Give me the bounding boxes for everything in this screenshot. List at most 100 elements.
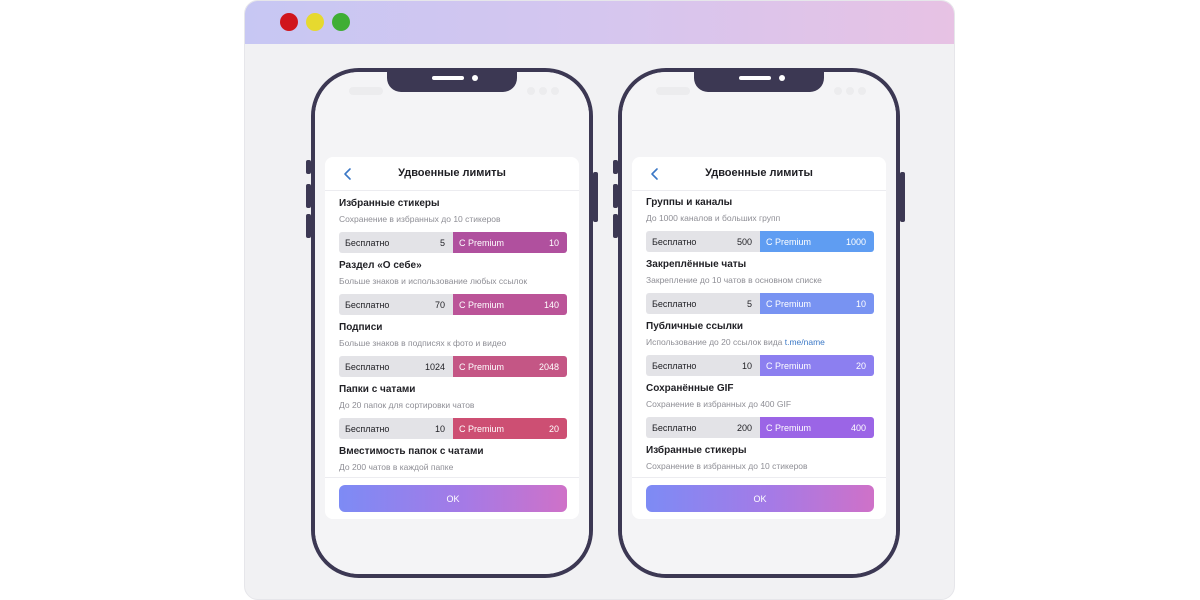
free-label: Бесплатно: [652, 360, 697, 371]
item-subtitle: Больше знаков в подписях к фото и видео: [339, 338, 507, 348]
minimize-window-icon[interactable]: [306, 13, 324, 31]
speaker-icon: [432, 76, 464, 80]
premium-limit: С Premium 10: [453, 232, 567, 253]
status-time-placeholder: [349, 87, 383, 95]
premium-value: 20: [855, 360, 866, 371]
premium-label: С Premium: [766, 422, 812, 433]
phone-side-button: [613, 184, 618, 208]
list-item: Подписи Больше знаков в подписях к фото …: [339, 322, 567, 377]
free-label: Бесплатно: [345, 299, 390, 310]
phone-side-button: [900, 172, 905, 222]
limit-comparison-bar: Бесплатно 70 С Premium 140: [339, 294, 567, 315]
list-item: Закреплённые чаты Закрепление до 10 чато…: [646, 259, 874, 314]
free-value: 1024: [424, 361, 445, 372]
free-value: 5: [439, 237, 445, 248]
ok-button[interactable]: OK: [646, 485, 874, 512]
sheet-title: Удвоенные лимиты: [705, 167, 813, 179]
premium-value: 10: [855, 298, 866, 309]
ok-button[interactable]: OK: [339, 485, 567, 512]
limit-comparison-bar: Бесплатно 1024 С Premium 2048: [339, 356, 567, 377]
back-arrow-icon[interactable]: [341, 167, 355, 181]
limit-comparison-bar: Бесплатно 10 С Premium 20: [646, 355, 874, 376]
item-title: Группы и каналы: [646, 197, 733, 208]
limits-list[interactable]: Группы и каналы До 1000 каналов и больши…: [632, 191, 886, 477]
item-title: Подписи: [339, 322, 383, 333]
phone-side-button: [613, 214, 618, 238]
browser-window: Удвоенные лимиты Избранные стикеры Сохра…: [244, 0, 955, 600]
premium-value: 140: [543, 299, 559, 310]
free-label: Бесплатно: [652, 236, 697, 247]
list-item: Раздел «О себе» Больше знаков и использо…: [339, 260, 567, 315]
premium-value: 1000: [845, 236, 866, 247]
item-title: Сохранённые GIF: [646, 383, 734, 394]
free-label: Бесплатно: [652, 422, 697, 433]
free-limit: Бесплатно 5: [339, 232, 453, 253]
free-limit: Бесплатно 5: [646, 293, 760, 314]
speaker-icon: [739, 76, 771, 80]
limits-list[interactable]: Избранные стикеры Сохранение в избранных…: [325, 191, 579, 477]
item-title: Вместимость папок с чатами: [339, 446, 484, 457]
item-subtitle: До 20 папок для сортировки чатов: [339, 400, 475, 410]
close-window-icon[interactable]: [280, 13, 298, 31]
phone-notch: [694, 68, 824, 92]
premium-label: С Premium: [766, 236, 812, 247]
premium-limit: С Premium 20: [760, 355, 874, 376]
premium-label: С Premium: [459, 423, 505, 434]
item-subtitle: До 200 чатов в каждой папке: [339, 462, 454, 472]
premium-limit: С Premium 400: [760, 417, 874, 438]
camera-icon: [779, 75, 785, 81]
status-icons: [527, 87, 559, 95]
free-limit: Бесплатно 70: [339, 294, 453, 315]
free-limit: Бесплатно 500: [646, 231, 760, 252]
free-value: 10: [434, 423, 445, 434]
item-title: Папки с чатами: [339, 384, 416, 395]
premium-label: С Premium: [459, 299, 505, 310]
sheet-footer: OK: [325, 477, 579, 519]
free-value: 200: [736, 422, 752, 433]
free-value: 500: [736, 236, 752, 247]
phone-side-button: [613, 160, 618, 174]
item-subtitle: Сохранение в избранных до 10 стикеров: [646, 461, 808, 471]
free-value: 10: [741, 360, 752, 371]
free-label: Бесплатно: [652, 298, 697, 309]
phone-side-button: [306, 184, 311, 208]
phone-side-button: [306, 160, 311, 174]
premium-limit: С Premium 20: [453, 418, 567, 439]
list-item: Избранные стикеры Сохранение в избранных…: [646, 445, 874, 477]
free-label: Бесплатно: [345, 237, 390, 248]
public-link[interactable]: t.me/name: [784, 337, 825, 347]
item-subtitle-text: Использование до 20 ссылок вида: [646, 337, 785, 347]
premium-label: С Premium: [459, 361, 505, 372]
status-time-placeholder: [656, 87, 690, 95]
item-title: Раздел «О себе»: [339, 260, 422, 271]
premium-limit: С Premium 140: [453, 294, 567, 315]
list-item: Публичные ссылки Использование до 20 ссы…: [646, 321, 874, 376]
premium-value: 20: [548, 423, 559, 434]
list-item: Избранные стикеры Сохранение в избранных…: [339, 198, 567, 253]
sheet-title: Удвоенные лимиты: [398, 167, 506, 179]
premium-value: 2048: [538, 361, 559, 372]
premium-limit: С Premium 2048: [453, 356, 567, 377]
item-subtitle: Сохранение в избранных до 10 стикеров: [339, 214, 501, 224]
phone-left: Удвоенные лимиты Избранные стикеры Сохра…: [306, 68, 598, 578]
camera-icon: [472, 75, 478, 81]
item-subtitle: Использование до 20 ссылок вида t.me/nam…: [646, 337, 874, 349]
list-item: Группы и каналы До 1000 каналов и больши…: [646, 197, 874, 252]
phone-side-button: [306, 214, 311, 238]
item-subtitle: Закрепление до 10 чатов в основном списк…: [646, 275, 822, 285]
phone-side-button: [593, 172, 598, 222]
limit-comparison-bar: Бесплатно 10 С Premium 20: [339, 418, 567, 439]
limit-comparison-bar: Бесплатно 5 С Premium 10: [339, 232, 567, 253]
free-limit: Бесплатно 200: [646, 417, 760, 438]
back-arrow-icon[interactable]: [648, 167, 662, 181]
sheet-header: Удвоенные лимиты: [325, 157, 579, 191]
item-subtitle: Больше знаков и использование любых ссыл…: [339, 276, 528, 286]
limit-comparison-bar: Бесплатно 500 С Premium 1000: [646, 231, 874, 252]
window-titlebar: [245, 1, 954, 44]
free-limit: Бесплатно 10: [339, 418, 453, 439]
maximize-window-icon[interactable]: [332, 13, 350, 31]
sheet-header: Удвоенные лимиты: [632, 157, 886, 191]
list-item: Вместимость папок с чатами До 200 чатов …: [339, 446, 567, 474]
free-label: Бесплатно: [345, 361, 390, 372]
item-title: Избранные стикеры: [646, 445, 747, 456]
